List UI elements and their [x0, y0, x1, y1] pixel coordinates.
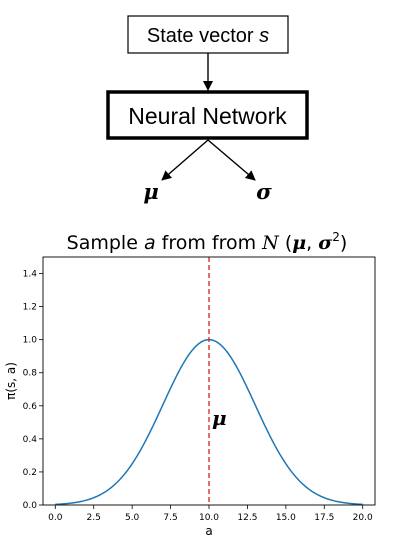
diagram: State vector s Neural Network μ σ	[106, 15, 309, 204]
sigma-output-label: σ	[256, 179, 272, 204]
y-tick-label: 0.6	[23, 402, 38, 412]
mu-output-label: μ	[143, 179, 158, 204]
neural-network-label: Neural Network	[128, 103, 287, 129]
neural-network-box	[106, 90, 309, 140]
y-tick-label: 1.2	[23, 303, 37, 313]
x-tick-label: 0.0	[48, 513, 63, 523]
x-axis-ticks: 0.0 2.5 5.0 7.5 10.0 12.5 15.0 17.5 20.0	[48, 505, 373, 523]
state-vector-box	[127, 15, 289, 54]
arrow-network-to-sigma	[207, 139, 256, 181]
y-tick-label: 0.0	[23, 501, 38, 511]
y-axis-label: π(s, a)	[4, 362, 18, 400]
y-tick-label: 0.2	[23, 468, 37, 478]
x-tick-label: 20.0	[353, 513, 373, 523]
y-tick-label: 0.8	[23, 369, 38, 379]
x-tick-label: 12.5	[237, 513, 257, 523]
y-tick-label: 1.4	[23, 270, 38, 280]
chart: Sample a from from N (μ, σ2) 0.0 2.5 5.0 7.…	[4, 230, 376, 538]
y-axis-ticks: 0.0 0.2 0.4 0.6 0.8 1.0 1.2 1.4	[23, 270, 43, 511]
arrow-network-to-mu	[161, 139, 209, 181]
x-tick-label: 17.5	[314, 513, 334, 523]
plot-frame	[42, 256, 376, 506]
x-tick-label: 7.5	[163, 513, 177, 523]
x-tick-label: 15.0	[276, 513, 296, 523]
x-axis-label: a	[205, 524, 212, 538]
mu-annotation: μ	[212, 406, 227, 430]
x-tick-label: 5.0	[125, 513, 140, 523]
x-tick-label: 10.0	[199, 513, 219, 523]
chart-title: Sample a from from N (μ, σ2)	[67, 230, 348, 254]
state-vector-label: State vector s	[147, 25, 269, 47]
x-tick-label: 2.5	[87, 513, 101, 523]
y-tick-label: 1.0	[23, 336, 38, 346]
y-tick-label: 0.4	[23, 435, 38, 445]
